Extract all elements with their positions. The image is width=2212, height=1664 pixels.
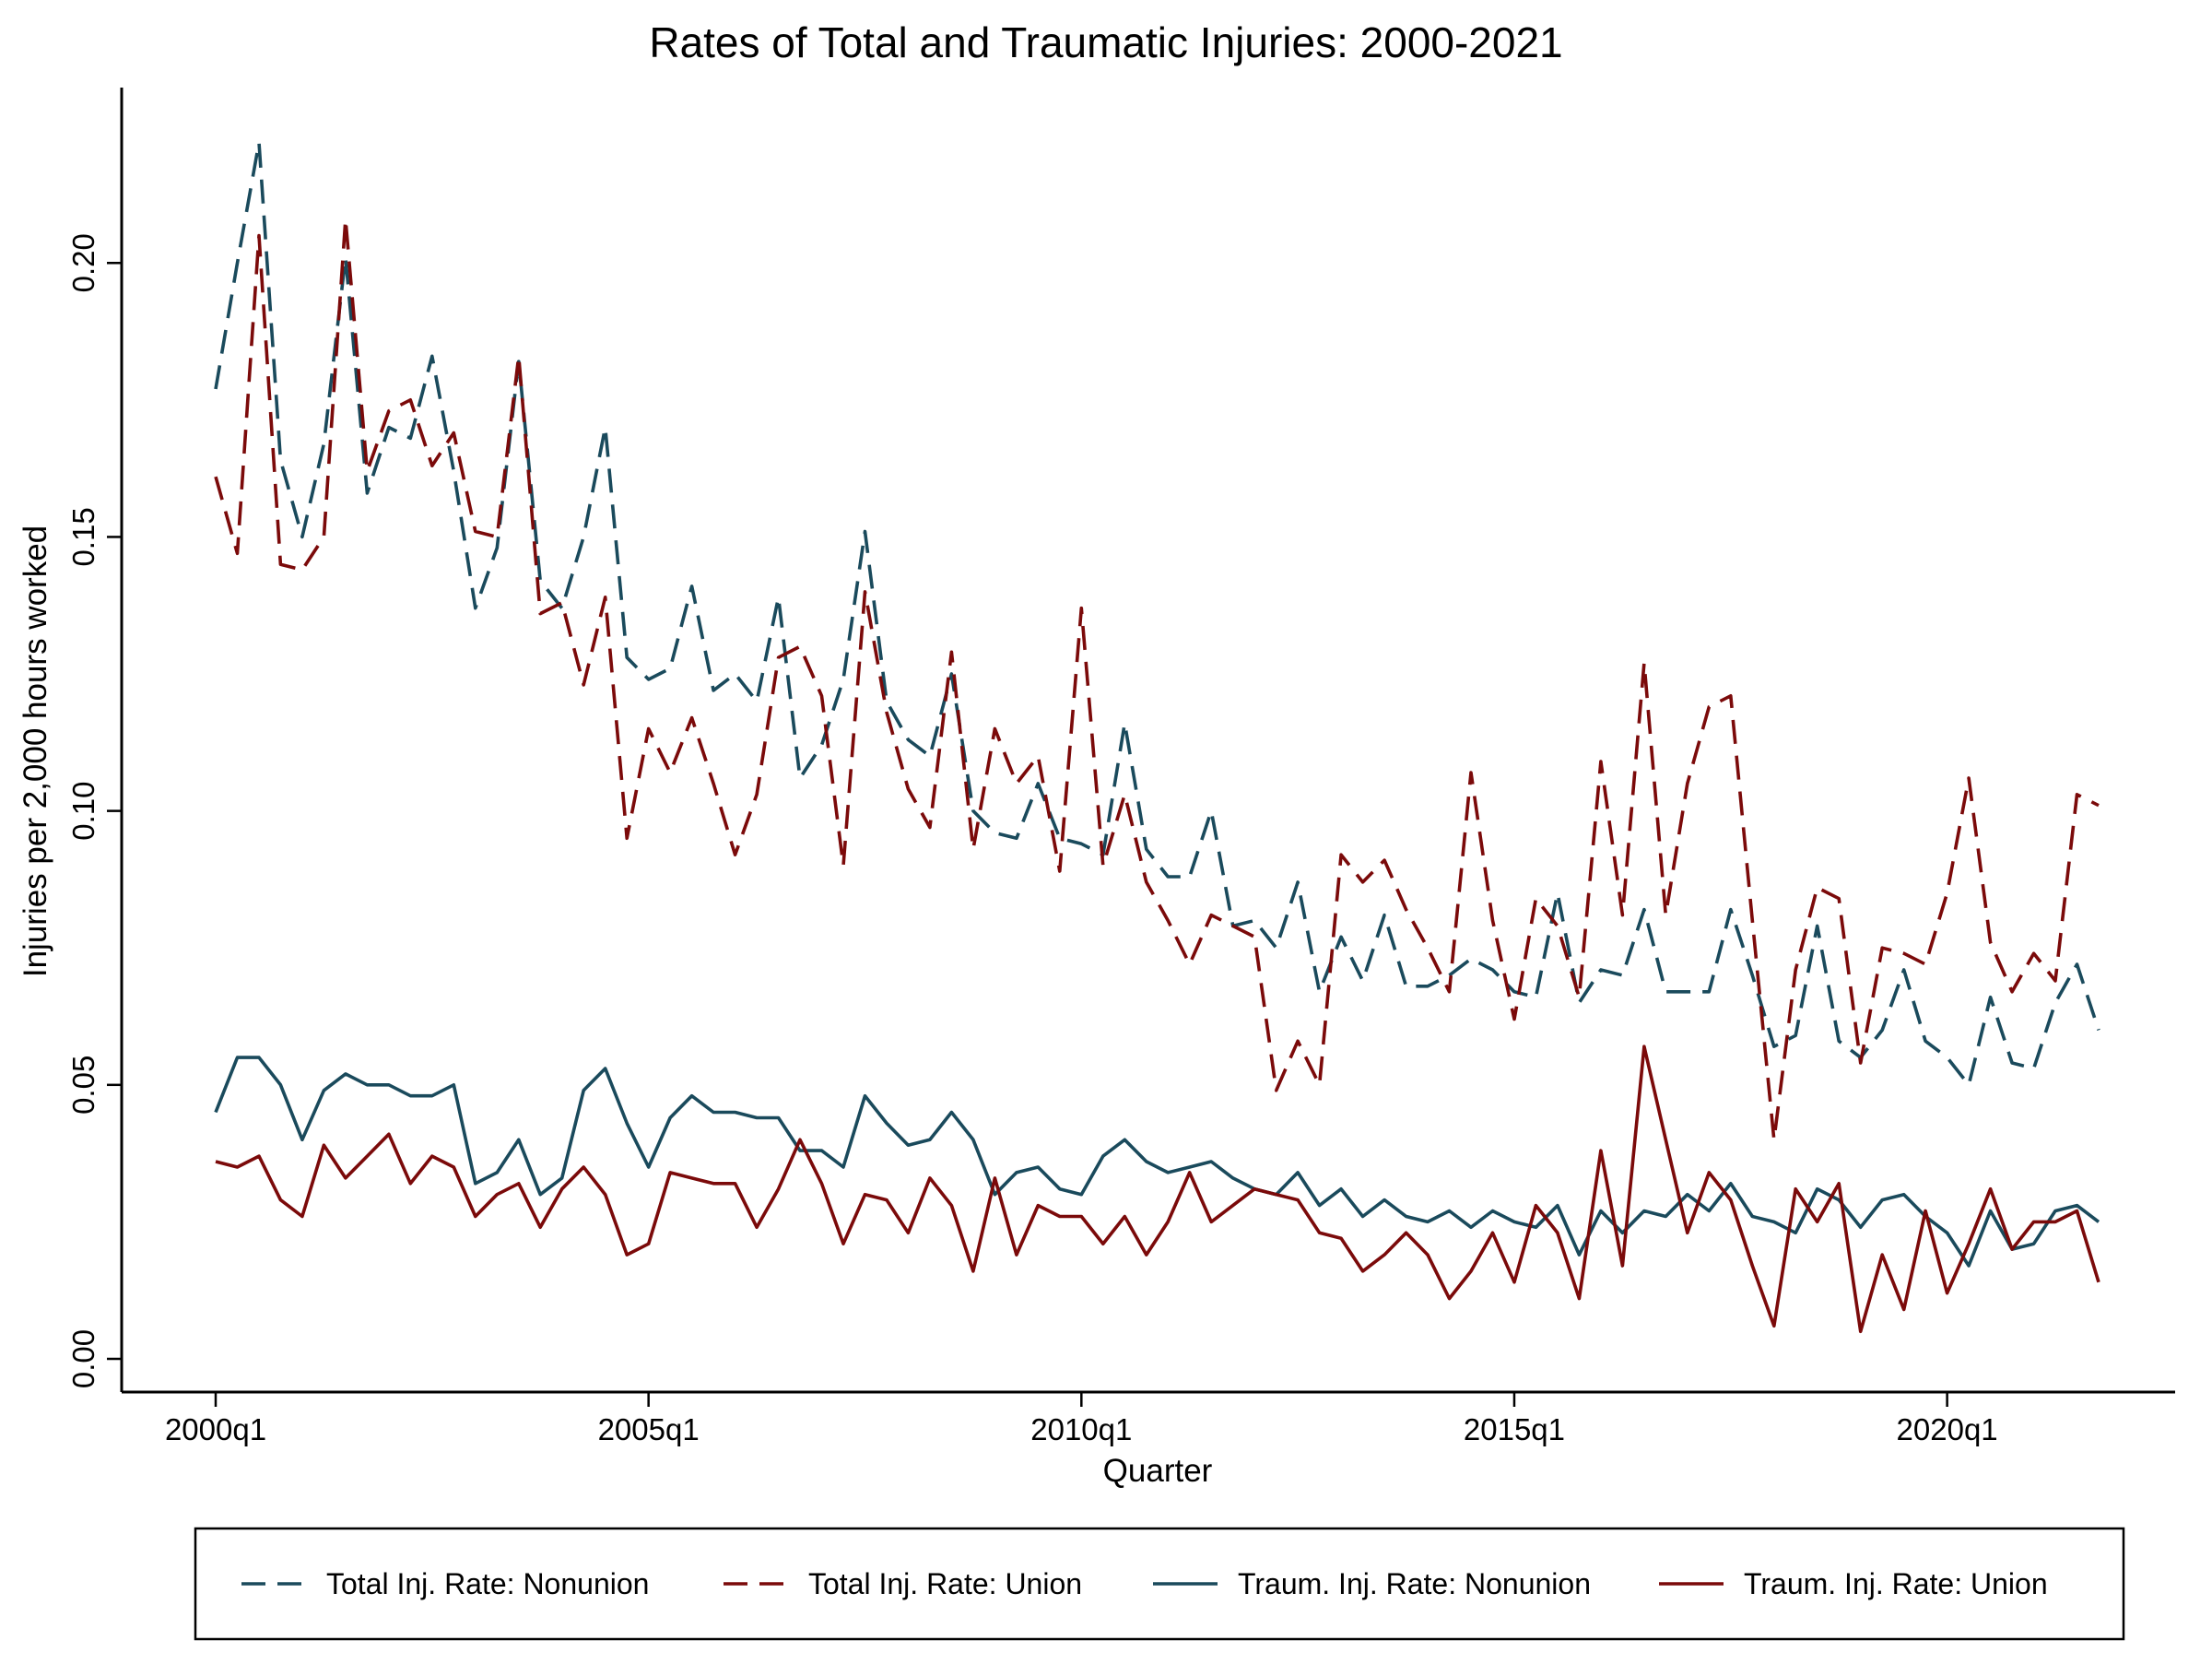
chart-title: Rates of Total and Traumatic Injuries: 2… [649, 18, 1562, 66]
x-tick-label: 2005q1 [598, 1412, 700, 1446]
series-line-traum-inj-rate-nonunion [214, 1056, 2100, 1268]
y-tick-label: 0.20 [66, 233, 100, 292]
legend-label: Traum. Inj. Rate: Nonunion [1238, 1567, 1591, 1600]
y-axis-ticks: 0.00 0.05 0.10 0.15 0.20 [66, 233, 122, 1388]
x-tick-label: 2000q1 [165, 1412, 266, 1446]
legend-items: Total Inj. Rate: Nonunion Total Inj. Rate… [241, 1567, 2048, 1600]
y-axis-title: Injuries per 2,000 hours worked [18, 525, 53, 977]
legend-label: Total Inj. Rate: Union [808, 1567, 1082, 1600]
legend: Total Inj. Rate: Nonunion Total Inj. Rate… [194, 1527, 2125, 1641]
y-tick-label: 0.15 [66, 507, 100, 566]
plot-area [214, 140, 2100, 1334]
x-tick-label: 2020q1 [1897, 1412, 1998, 1446]
x-tick-label: 2015q1 [1464, 1412, 1565, 1446]
series-line-total-inj-rate-nonunion [214, 140, 2100, 1087]
y-tick-label: 0.05 [66, 1056, 100, 1115]
legend-label: Traum. Inj. Rate: Union [1744, 1567, 2048, 1600]
legend-label: Total Inj. Rate: Nonunion [326, 1567, 649, 1600]
series-line-traum-inj-rate-union [215, 1044, 2100, 1334]
x-axis-title: Quarter [1103, 1453, 1213, 1489]
x-tick-label: 2010q1 [1030, 1412, 1132, 1446]
series-line-total-inj-rate-union [214, 217, 2100, 1142]
y-tick-label: 0.10 [66, 782, 100, 841]
y-tick-label: 0.00 [66, 1329, 100, 1388]
x-axis-ticks: 2000q1 2005q1 2010q1 2015q1 2020q1 [165, 1392, 1998, 1446]
